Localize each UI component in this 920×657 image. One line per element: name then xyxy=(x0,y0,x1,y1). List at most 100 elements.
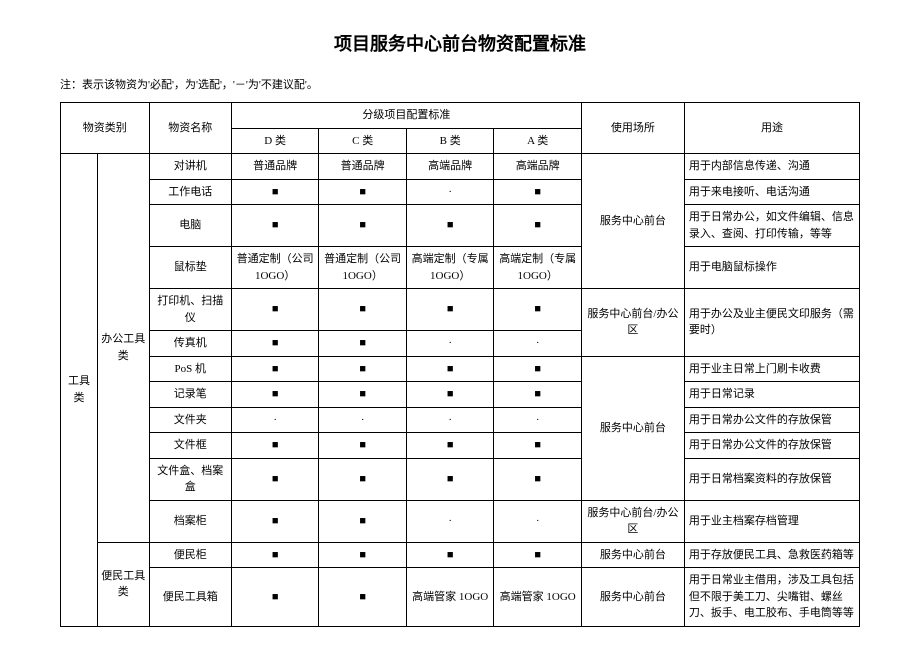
b-cell: ■ xyxy=(406,205,494,247)
table-row: 便民工具箱 ■■高端管家 1OGO高端管家 1OGO 服务中心前台 用于日常业主… xyxy=(61,568,860,627)
use-cell: 用于业主档案存档管理 xyxy=(684,500,859,542)
place-cell: 服务中心前台/办公区 xyxy=(581,500,684,542)
th-category: 物资类别 xyxy=(61,103,150,154)
a-cell: · xyxy=(494,407,582,433)
b-cell: 高端管家 1OGO xyxy=(406,568,494,627)
use-cell: 用于存放便民工具、急救医药箱等 xyxy=(684,542,859,568)
d-cell: ■ xyxy=(231,356,319,382)
c-cell: ■ xyxy=(319,205,407,247)
use-cell: 用于电脑鼠标操作 xyxy=(684,247,859,289)
a-cell: ■ xyxy=(494,179,582,205)
th-a: A 类 xyxy=(494,128,582,154)
table-row: 工作电话 ■■·■ 用于来电接听、电话沟通 xyxy=(61,179,860,205)
c-cell: ■ xyxy=(319,331,407,357)
name-cell: 工作电话 xyxy=(149,179,231,205)
b-cell: ■ xyxy=(406,542,494,568)
use-cell: 用于业主日常上门刷卡收费 xyxy=(684,356,859,382)
a-cell: ■ xyxy=(494,433,582,459)
name-cell: 文件夹 xyxy=(149,407,231,433)
c-cell: ■ xyxy=(319,500,407,542)
c-cell: ■ xyxy=(319,433,407,459)
d-cell: ■ xyxy=(231,568,319,627)
cat1-cell: 工具类 xyxy=(61,154,98,627)
name-cell: 打印机、扫描仪 xyxy=(149,289,231,331)
use-cell: 用于内部信息传递、沟通 xyxy=(684,154,859,180)
a-cell: 高端管家 1OGO xyxy=(494,568,582,627)
header-row-1: 物资类别 物资名称 分级项目配置标准 使用场所 用途 xyxy=(61,103,860,129)
name-cell: 文件框 xyxy=(149,433,231,459)
use-cell: 用于来电接听、电话沟通 xyxy=(684,179,859,205)
th-b: B 类 xyxy=(406,128,494,154)
use-cell: 用于日常档案资料的存放保管 xyxy=(684,458,859,500)
c-cell: ■ xyxy=(319,179,407,205)
b-cell: ■ xyxy=(406,458,494,500)
c-cell: ■ xyxy=(319,356,407,382)
b-cell: · xyxy=(406,500,494,542)
table-row: PoS 机 ■■■■ 服务中心前台 用于业主日常上门刷卡收费 xyxy=(61,356,860,382)
b-cell: ■ xyxy=(406,356,494,382)
place-cell: 服务中心前台 xyxy=(581,356,684,500)
b-cell: · xyxy=(406,407,494,433)
name-cell: 记录笔 xyxy=(149,382,231,408)
a-cell: ■ xyxy=(494,542,582,568)
d-cell: 普通品牌 xyxy=(231,154,319,180)
c-cell: ■ xyxy=(319,568,407,627)
d-cell: ■ xyxy=(231,179,319,205)
use-cell: 用于办公及业主便民文印服务（需要时） xyxy=(684,289,859,357)
d-cell: ■ xyxy=(231,289,319,331)
d-cell: · xyxy=(231,407,319,433)
use-cell: 用于日常办公文件的存放保管 xyxy=(684,433,859,459)
a-cell: 高端定制（专属 1OGO） xyxy=(494,247,582,289)
c-cell: ■ xyxy=(319,289,407,331)
th-c: C 类 xyxy=(319,128,407,154)
b-cell: 高端品牌 xyxy=(406,154,494,180)
name-cell: 电脑 xyxy=(149,205,231,247)
a-cell: ■ xyxy=(494,205,582,247)
a-cell: 高端品牌 xyxy=(494,154,582,180)
d-cell: ■ xyxy=(231,500,319,542)
c-cell: ■ xyxy=(319,382,407,408)
use-cell: 用于日常办公，如文件编辑、信息录入、查阅、打印传输，等等 xyxy=(684,205,859,247)
th-use: 用途 xyxy=(684,103,859,154)
table-row: 工具类 办公工具类 对讲机 普通品牌 普通品牌 高端品牌 高端品牌 服务中心前台… xyxy=(61,154,860,180)
a-cell: · xyxy=(494,500,582,542)
b-cell: · xyxy=(406,179,494,205)
table-row: 打印机、扫描仪 ■■■■ 服务中心前台/办公区 用于办公及业主便民文印服务（需要… xyxy=(61,289,860,331)
place-cell: 服务中心前台/办公区 xyxy=(581,289,684,357)
name-cell: 传真机 xyxy=(149,331,231,357)
place-cell: 服务中心前台 xyxy=(581,154,684,289)
d-cell: ■ xyxy=(231,542,319,568)
table-row: 文件框 ■■■■ 用于日常办公文件的存放保管 xyxy=(61,433,860,459)
b-cell: ■ xyxy=(406,289,494,331)
b-cell: · xyxy=(406,331,494,357)
table-row: 鼠标垫 普通定制（公司 1OGO）普通定制（公司 1OGO）高端定制（专属 1O… xyxy=(61,247,860,289)
d-cell: ■ xyxy=(231,205,319,247)
table-row: 档案柜 ■■·· 服务中心前台/办公区 用于业主档案存档管理 xyxy=(61,500,860,542)
th-name: 物资名称 xyxy=(149,103,231,154)
th-standard: 分级项目配置标准 xyxy=(231,103,581,129)
name-cell: PoS 机 xyxy=(149,356,231,382)
d-cell: ■ xyxy=(231,382,319,408)
place-cell: 服务中心前台 xyxy=(581,542,684,568)
name-cell: 鼠标垫 xyxy=(149,247,231,289)
b-cell: 高端定制（专属 1OGO） xyxy=(406,247,494,289)
c-cell: ■ xyxy=(319,458,407,500)
legend-note: 注：表示该物资为'必配'，为'选配'，'－'为'不建议配'。 xyxy=(60,76,860,92)
use-cell: 用于日常记录 xyxy=(684,382,859,408)
d-cell: ■ xyxy=(231,458,319,500)
th-d: D 类 xyxy=(231,128,319,154)
d-cell: ■ xyxy=(231,433,319,459)
name-cell: 文件盒、档案盒 xyxy=(149,458,231,500)
name-cell: 便民柜 xyxy=(149,542,231,568)
cat2a-cell: 办公工具类 xyxy=(98,154,149,543)
b-cell: ■ xyxy=(406,433,494,459)
table-row: 记录笔 ■■■■ 用于日常记录 xyxy=(61,382,860,408)
d-cell: ■ xyxy=(231,331,319,357)
page-title: 项目服务中心前台物资配置标准 xyxy=(60,30,860,56)
a-cell: ■ xyxy=(494,356,582,382)
use-cell: 用于日常业主借用，涉及工具包括但不限于美工刀、尖嘴钳、螺丝刀、扳手、电工胶布、手… xyxy=(684,568,859,627)
a-cell: · xyxy=(494,331,582,357)
use-cell: 用于日常办公文件的存放保管 xyxy=(684,407,859,433)
name-cell: 档案柜 xyxy=(149,500,231,542)
c-cell: 普通品牌 xyxy=(319,154,407,180)
